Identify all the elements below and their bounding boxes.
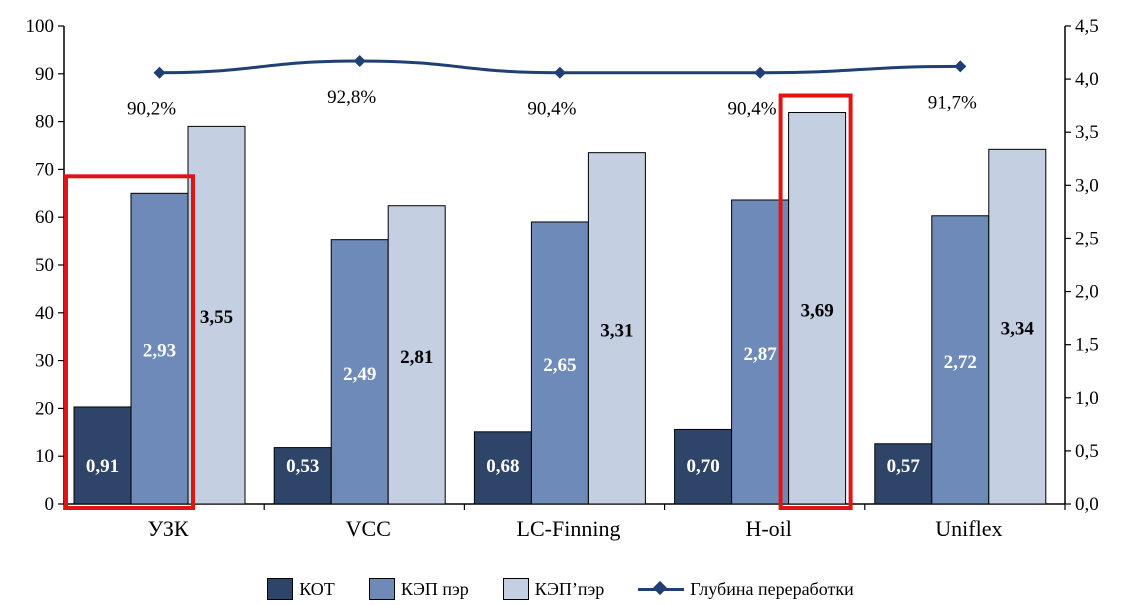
bar-data-label: 2,72: [944, 352, 977, 373]
line-marker-icon: [754, 66, 767, 79]
legend-swatch-kot: [267, 578, 294, 600]
bar-data-label: 0,91: [86, 456, 119, 477]
line-marker-icon: [353, 55, 366, 68]
bar: [674, 428, 733, 505]
y-tick-label: 10: [35, 446, 54, 467]
bar-data-label: 3,55: [200, 307, 233, 328]
bar-data-label: 2,49: [343, 364, 376, 385]
bar: [788, 112, 847, 505]
bar: [587, 152, 646, 505]
highlight-box: [778, 93, 853, 510]
bar-data-label: 2,87: [743, 344, 777, 365]
y2-tick-label: 4,0: [1075, 69, 1099, 90]
legend-swatch-kep: [368, 578, 395, 600]
y-tick-label: 90: [35, 64, 54, 85]
legend-label-kep: КЭП пэр: [400, 578, 469, 599]
line-data-label: 92,8%: [327, 87, 376, 108]
y-tick-label: 60: [35, 207, 54, 228]
highlight-boxes: [64, 93, 853, 511]
y-tick-label: 0: [45, 494, 55, 515]
legend-item-depth: Глубина переработки: [638, 578, 854, 600]
line-marker-icon: [553, 66, 566, 79]
line-series: [153, 55, 967, 79]
bar: [73, 406, 132, 505]
axes: 0 10 20 30 40 50 60 70 80 90 100 0,0 0,5 1,0 1,5 2,0 2,5…: [26, 16, 1099, 541]
y2-tick-label: 4,5: [1075, 16, 1099, 37]
bar: [330, 239, 389, 505]
bar-data-label: 0,70: [686, 456, 719, 477]
bar: [988, 148, 1047, 505]
bar-data-label: 2,65: [543, 355, 576, 376]
bar-data-label: 3,34: [1001, 319, 1035, 340]
y2-tick-label: 2,5: [1075, 228, 1099, 249]
legend-item-kep: КЭП пэр: [368, 578, 469, 600]
legend-line-marker-icon: [638, 582, 685, 596]
y2-tick-label: 0,0: [1075, 494, 1099, 515]
data-labels: 0,91 0,53 0,68 0,70 0,57 2,93 2,49 2,65 2,87 2,72…: [86, 87, 1035, 477]
bar: [273, 447, 332, 505]
y-tick-label: 50: [35, 255, 54, 276]
line-data-label: 90,2%: [127, 99, 176, 120]
line-marker-icon: [954, 60, 967, 73]
legend-item-kot: КОТ: [267, 578, 335, 600]
y-tick-label: 20: [35, 398, 54, 419]
y-tick-label: 30: [35, 351, 54, 372]
bar: [387, 205, 446, 505]
legend-label-depth: Глубина переработки: [690, 578, 854, 599]
bar: [931, 215, 990, 505]
legend-swatch-kep-prime: [502, 578, 529, 600]
x-tick-label: LC-Finning: [517, 516, 621, 541]
bar-data-label: 0,57: [887, 456, 921, 477]
y2-tick-label: 3,5: [1075, 122, 1099, 143]
line-data-label: 90,4%: [527, 99, 576, 120]
line-data-label: 90,4%: [728, 99, 777, 120]
bar-data-label: 0,68: [486, 456, 519, 477]
legend-label-kot: КОТ: [299, 578, 335, 599]
y2-tick-label: 1,5: [1075, 335, 1099, 356]
bar-data-label: 3,69: [800, 300, 833, 321]
y2-tick-label: 2,0: [1075, 282, 1099, 303]
bar: [874, 443, 933, 505]
bar: [187, 125, 246, 505]
y-tick-label: 80: [35, 112, 54, 133]
y-tick-label: 40: [35, 303, 54, 324]
bar: [130, 192, 189, 505]
highlight-box: [64, 174, 195, 511]
y2-tick-label: 0,5: [1075, 441, 1099, 462]
x-tick-label: VCC: [346, 516, 391, 541]
line-marker-icon: [153, 66, 166, 79]
chart: 0 10 20 30 40 50 60 70 80 90 100 0,0 0,5 1,0 1,5 2,0 2,5…: [26, 16, 1099, 541]
y2-tick-label: 3,0: [1075, 175, 1099, 196]
bar-data-label: 0,53: [286, 456, 319, 477]
y-tick-label: 100: [26, 16, 55, 37]
legend: КОТ КЭП пэр КЭП’пэр Глубина переработки: [0, 574, 1121, 604]
bar-data-label: 2,81: [400, 347, 433, 368]
bar: [473, 431, 532, 505]
x-tick-label: H-oil: [745, 516, 791, 541]
y2-tick-label: 1,0: [1075, 388, 1099, 409]
bar-data-label: 3,31: [600, 320, 633, 341]
bar: [530, 221, 589, 505]
bars: [73, 112, 1047, 505]
bar-data-label: 2,93: [143, 341, 176, 362]
x-tick-label: Uniflex: [935, 516, 1002, 541]
y-tick-label: 70: [35, 159, 54, 180]
x-tick-label: УЗК: [148, 516, 189, 541]
legend-label-kep-prime: КЭП’пэр: [534, 578, 605, 599]
legend-item-kep-prime: КЭП’пэр: [502, 578, 605, 600]
line-data-label: 91,7%: [928, 92, 977, 113]
